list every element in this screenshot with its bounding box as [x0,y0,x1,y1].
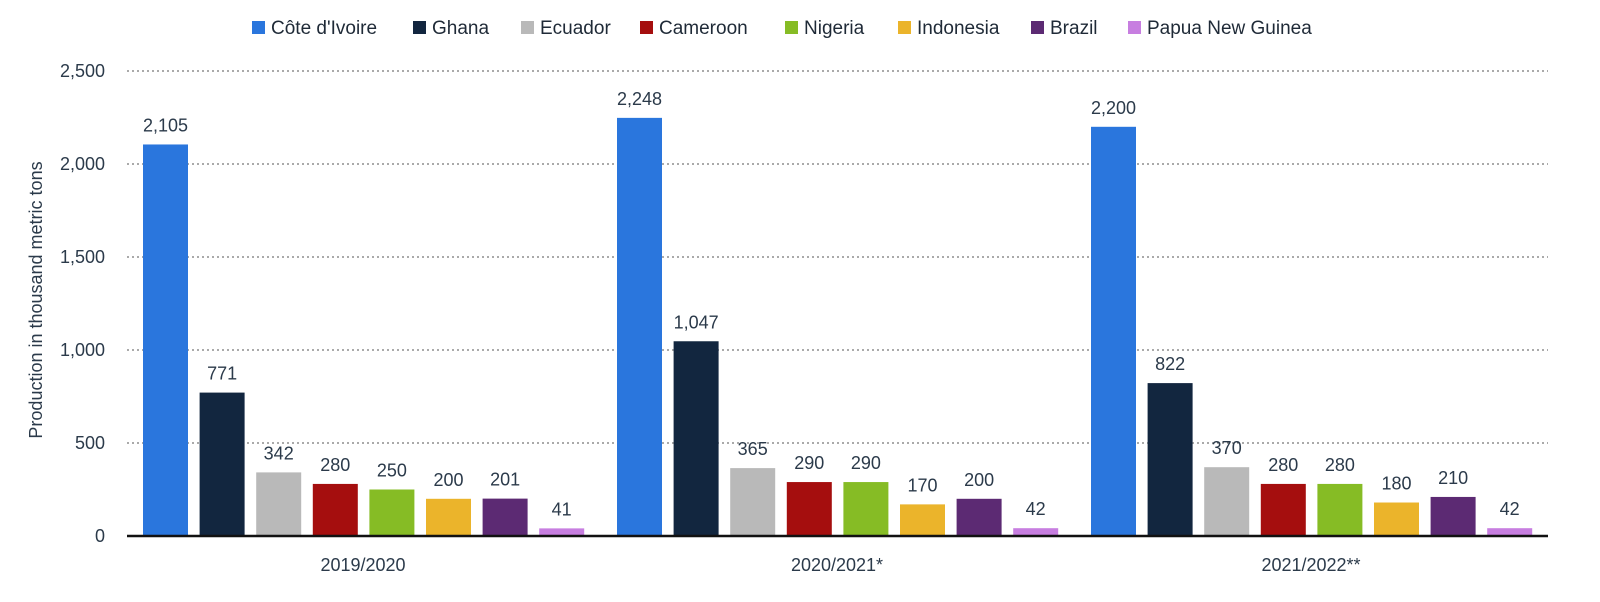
x-category-label: 2019/2020 [320,555,405,575]
y-tick-label: 1,500 [60,247,105,267]
legend-label: Cameroon [659,18,748,39]
bar [143,144,188,536]
legend-label: Ghana [432,18,489,39]
data-label: 41 [552,499,572,519]
data-label: 280 [1325,455,1355,475]
y-axis-ticks: 0 500 1,000 1,500 2,000 2,500 [60,61,105,546]
bar [1374,502,1419,536]
bar [617,117,662,536]
y-tick-label: 2,500 [60,61,105,81]
bars [143,117,1533,537]
bar [956,498,1002,536]
bar [312,483,358,536]
bar [1487,528,1533,536]
data-label: 290 [851,453,881,473]
bar [1013,528,1059,536]
bar [482,498,528,536]
bar [369,489,415,536]
bar [730,468,776,536]
data-label: 42 [1026,499,1046,519]
data-label: 280 [320,455,350,475]
gridlines [127,70,1548,444]
x-category-label: 2020/2021* [791,555,883,575]
legend-swatch [1031,21,1044,34]
bar [1430,496,1476,536]
data-label: 210 [1438,468,1468,488]
bar [539,528,585,536]
bar [256,472,302,536]
data-label: 180 [1381,474,1411,494]
legend-label: Ecuador [540,18,611,39]
x-category-label: 2021/2022** [1261,555,1360,575]
data-label: 250 [377,461,407,481]
y-axis-title: Production in thousand metric tons [26,161,46,438]
data-label: 42 [1500,499,1520,519]
data-label: 201 [490,470,520,490]
bar [1147,383,1193,536]
bar [786,482,832,536]
bar [843,482,889,536]
legend-item[interactable]: Ecuador [521,18,611,39]
legend-item[interactable]: Papua New Guinea [1128,18,1312,39]
legend-swatch [640,21,653,34]
data-label: 342 [264,443,294,463]
bar [199,392,245,536]
legend: Côte d'Ivoire Ghana Ecuador Cameroon Nigeria… [252,18,1312,39]
bar [1260,483,1306,536]
y-tick-label: 500 [75,433,105,453]
data-label: 771 [207,364,237,384]
data-label: 370 [1212,438,1242,458]
value-labels: 2,105 771 342 280 250 200 201 41 2,248 1,047 365 29… [143,89,1520,520]
bar [1091,126,1136,537]
data-label: 2,105 [143,115,188,135]
y-tick-label: 0 [95,526,105,546]
legend-item[interactable]: Nigeria [785,18,865,39]
data-label: 1,047 [674,312,719,332]
legend-label: Côte d'Ivoire [271,18,377,39]
legend-label: Brazil [1050,18,1098,39]
x-axis-categories: 2019/2020 2020/2021* 2021/2022** [320,555,1360,575]
legend-label: Indonesia [917,18,1000,39]
data-label: 170 [907,475,937,495]
y-tick-label: 2,000 [60,154,105,174]
legend-label: Nigeria [804,18,865,39]
legend-item[interactable]: Brazil [1031,18,1098,39]
legend-swatch [898,21,911,34]
bar [426,498,471,536]
data-label: 2,200 [1091,98,1136,118]
bar [673,341,719,536]
legend-swatch [785,21,798,34]
legend-swatch [252,21,265,34]
data-label: 822 [1155,354,1185,374]
legend-item[interactable]: Ghana [413,18,489,39]
legend-swatch [1128,21,1141,34]
data-label: 2,248 [617,89,662,109]
legend-swatch [413,21,426,34]
legend-item[interactable]: Côte d'Ivoire [252,18,377,39]
bar [900,504,945,536]
legend-item[interactable]: Cameroon [640,18,748,39]
data-label: 200 [433,470,463,490]
bar [1204,467,1250,536]
legend-swatch [521,21,534,34]
data-label: 290 [794,453,824,473]
bar [1317,483,1363,536]
y-tick-label: 1,000 [60,340,105,360]
legend-label: Papua New Guinea [1147,18,1312,39]
legend-item[interactable]: Indonesia [898,18,1000,39]
data-label: 365 [738,439,768,459]
data-label: 200 [964,470,994,490]
data-label: 280 [1268,455,1298,475]
